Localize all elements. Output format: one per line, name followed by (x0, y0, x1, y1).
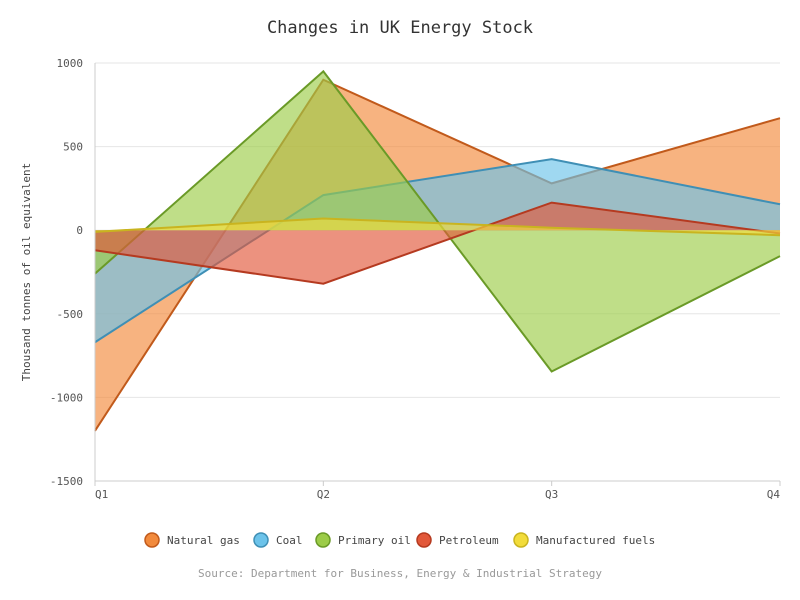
y-tick-label: 500 (63, 141, 83, 154)
legend: Natural gas Coal Primary oil Petroleum Manuf… (144, 532, 655, 548)
legend-label: Coal (276, 534, 303, 547)
legend-item-petroleum[interactable]: Petroleum (416, 532, 499, 548)
legend-item-coal[interactable]: Coal (253, 532, 303, 548)
y-tick-label: 1000 (57, 57, 84, 70)
legend-marker (253, 532, 269, 548)
y-tick-label: -500 (57, 308, 84, 321)
legend-label: Petroleum (439, 534, 499, 547)
line-coal (94, 158, 781, 344)
legend-label: Manufactured fuels (536, 534, 655, 547)
x-tick-label: Q3 (545, 488, 558, 501)
legend-marker (144, 532, 160, 548)
legend-item-manufactured-fuels[interactable]: Manufactured fuels (513, 532, 655, 548)
y-tick-label: -1500 (50, 475, 83, 488)
line-petroleum (94, 201, 781, 285)
line-primary-oil (94, 69, 781, 373)
legend-marker (513, 532, 529, 548)
line-manufactured-fuels (94, 217, 781, 237)
legend-marker (315, 532, 331, 548)
legend-item-primary-oil[interactable]: Primary oil (315, 532, 411, 548)
chart-title: Changes in UK Energy Stock (267, 18, 533, 38)
legend-item-natural-gas[interactable]: Natural gas (144, 532, 240, 548)
x-tick-label: Q1 (95, 488, 108, 501)
axes: 1000 500 0 -500 -1000 -1500 Q1 Q2 Q3 Q4 (50, 57, 781, 501)
legend-marker (416, 532, 432, 548)
y-axis-label: Thousand tonnes of oil equivalent (20, 163, 33, 382)
x-tick-label: Q2 (317, 488, 330, 501)
legend-label: Natural gas (167, 534, 240, 547)
legend-label: Primary oil (338, 534, 411, 547)
source-note: Source: Department for Business, Energy … (198, 567, 602, 580)
area-series (94, 69, 781, 432)
area-coal (95, 159, 780, 343)
y-tick-label: 0 (76, 224, 83, 237)
y-tick-label: -1000 (50, 391, 83, 404)
x-tick-label: Q4 (767, 488, 781, 501)
